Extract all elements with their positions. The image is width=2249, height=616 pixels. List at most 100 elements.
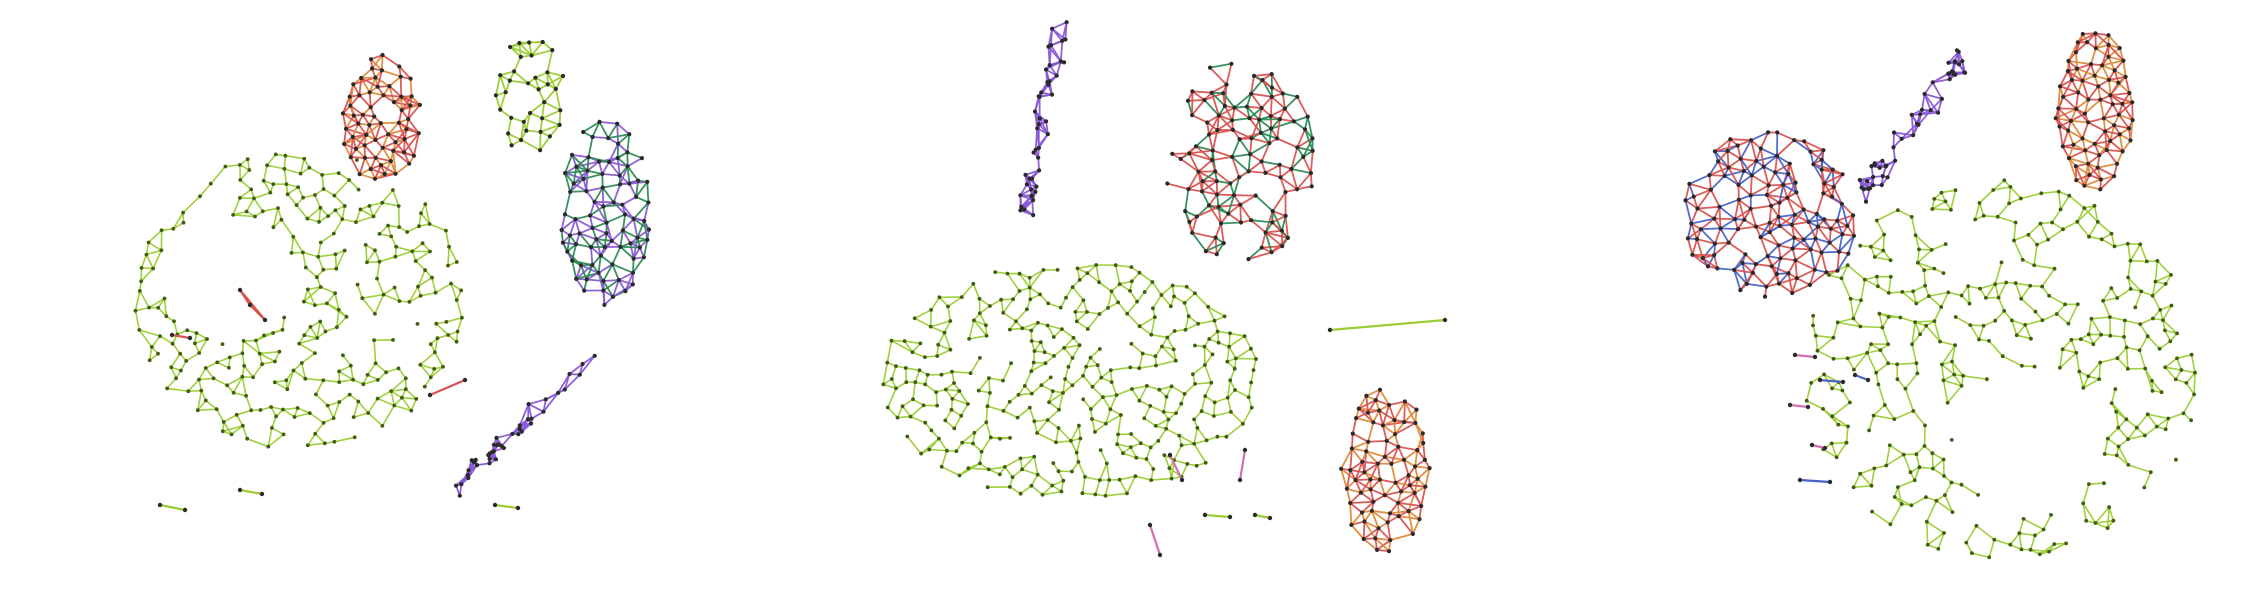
network-node — [2116, 112, 2121, 117]
network-edge — [1974, 202, 1981, 220]
network-edge — [1216, 119, 1233, 131]
network-edge — [1258, 118, 1272, 130]
network-node — [570, 258, 575, 263]
network-edge — [1340, 468, 1348, 489]
network-node — [392, 285, 397, 290]
network-node — [1368, 487, 1373, 492]
network-edge — [1260, 232, 1267, 248]
network-node — [536, 87, 541, 92]
network-node — [1222, 103, 1227, 108]
network-edge — [1222, 92, 1236, 109]
network-edge — [602, 173, 620, 177]
network-edge — [564, 172, 572, 193]
network-edge — [1110, 366, 1131, 371]
network-edge — [1290, 147, 1299, 170]
network-node — [315, 336, 320, 340]
network-edge — [539, 131, 542, 151]
network-edge — [1817, 225, 1831, 230]
network-node — [1187, 151, 1192, 156]
network-node — [416, 131, 421, 136]
network-edge — [528, 398, 547, 405]
network-node — [282, 167, 287, 171]
network-edge — [159, 503, 186, 512]
network-edge — [1824, 218, 1838, 222]
network-node — [2097, 153, 2102, 158]
network-node — [2000, 354, 2005, 359]
network-node — [457, 493, 462, 498]
network-edge — [320, 286, 336, 295]
network-edge — [586, 186, 603, 192]
network-edge — [499, 91, 507, 110]
network-node — [1761, 164, 1766, 169]
network-edge — [376, 278, 385, 295]
network-edge — [1106, 463, 1110, 481]
network-edge — [1885, 453, 1905, 467]
network-edge — [390, 388, 406, 392]
network-edge — [1172, 152, 1190, 155]
network-edge — [1765, 273, 1778, 288]
network-edge — [345, 122, 359, 130]
network-node — [2098, 360, 2103, 365]
network-node — [402, 137, 407, 142]
network-node — [281, 407, 285, 412]
network-node — [1199, 189, 1205, 194]
network-edge — [302, 194, 316, 199]
network-edge — [2107, 437, 2120, 448]
network-node — [2114, 409, 2119, 414]
network-edge — [1897, 479, 1916, 488]
network-node — [378, 163, 384, 168]
network-edge — [1417, 467, 1431, 480]
network-node — [545, 82, 550, 87]
network-node — [1302, 127, 1308, 132]
network-edge — [341, 205, 346, 220]
network-edge — [236, 409, 252, 416]
network-edge — [2110, 233, 2116, 247]
network-node — [271, 182, 276, 187]
network-edge — [349, 104, 364, 116]
network-node — [1912, 478, 1917, 483]
network-edge — [2164, 366, 2177, 380]
network-edge — [1946, 385, 1963, 404]
network-edge — [1279, 176, 1298, 191]
network-edge — [1738, 198, 1752, 210]
network-node — [1047, 400, 1051, 405]
network-edge — [2070, 112, 2086, 122]
network-node — [2056, 189, 2061, 194]
network-node — [511, 69, 517, 74]
network-edge — [1787, 259, 1797, 274]
network-edge — [1070, 425, 1080, 442]
network-node — [1020, 467, 1024, 472]
network-node — [352, 435, 357, 440]
network-edge — [2125, 418, 2138, 429]
network-edge — [274, 381, 288, 390]
network-node — [518, 54, 523, 60]
network-edge — [579, 227, 593, 235]
network-edge — [343, 128, 347, 145]
network-edge — [509, 79, 529, 85]
network-node — [1790, 246, 1795, 251]
network-node — [307, 411, 312, 415]
network-node — [1077, 278, 1082, 282]
network-edge — [360, 208, 374, 218]
network-node — [403, 387, 408, 392]
network-edge — [2082, 137, 2096, 145]
network-node — [1819, 250, 1824, 255]
network-edge — [355, 134, 368, 150]
network-node — [1930, 80, 1935, 85]
network-node — [1977, 337, 1981, 342]
network-node — [623, 289, 628, 294]
network-edge — [494, 503, 519, 510]
network-edge — [1911, 333, 1921, 345]
network-node — [454, 260, 459, 264]
network-edge — [945, 389, 954, 400]
network-node — [244, 394, 249, 398]
network-edge — [2011, 320, 2018, 336]
network-edge — [598, 121, 609, 139]
network-node — [1869, 483, 1874, 488]
network-edge — [1004, 466, 1014, 478]
network-edge — [618, 279, 627, 292]
network-edge — [2013, 240, 2024, 261]
network-edge — [2040, 221, 2053, 225]
network-node — [2125, 367, 2130, 371]
network-edge — [1796, 268, 1816, 280]
